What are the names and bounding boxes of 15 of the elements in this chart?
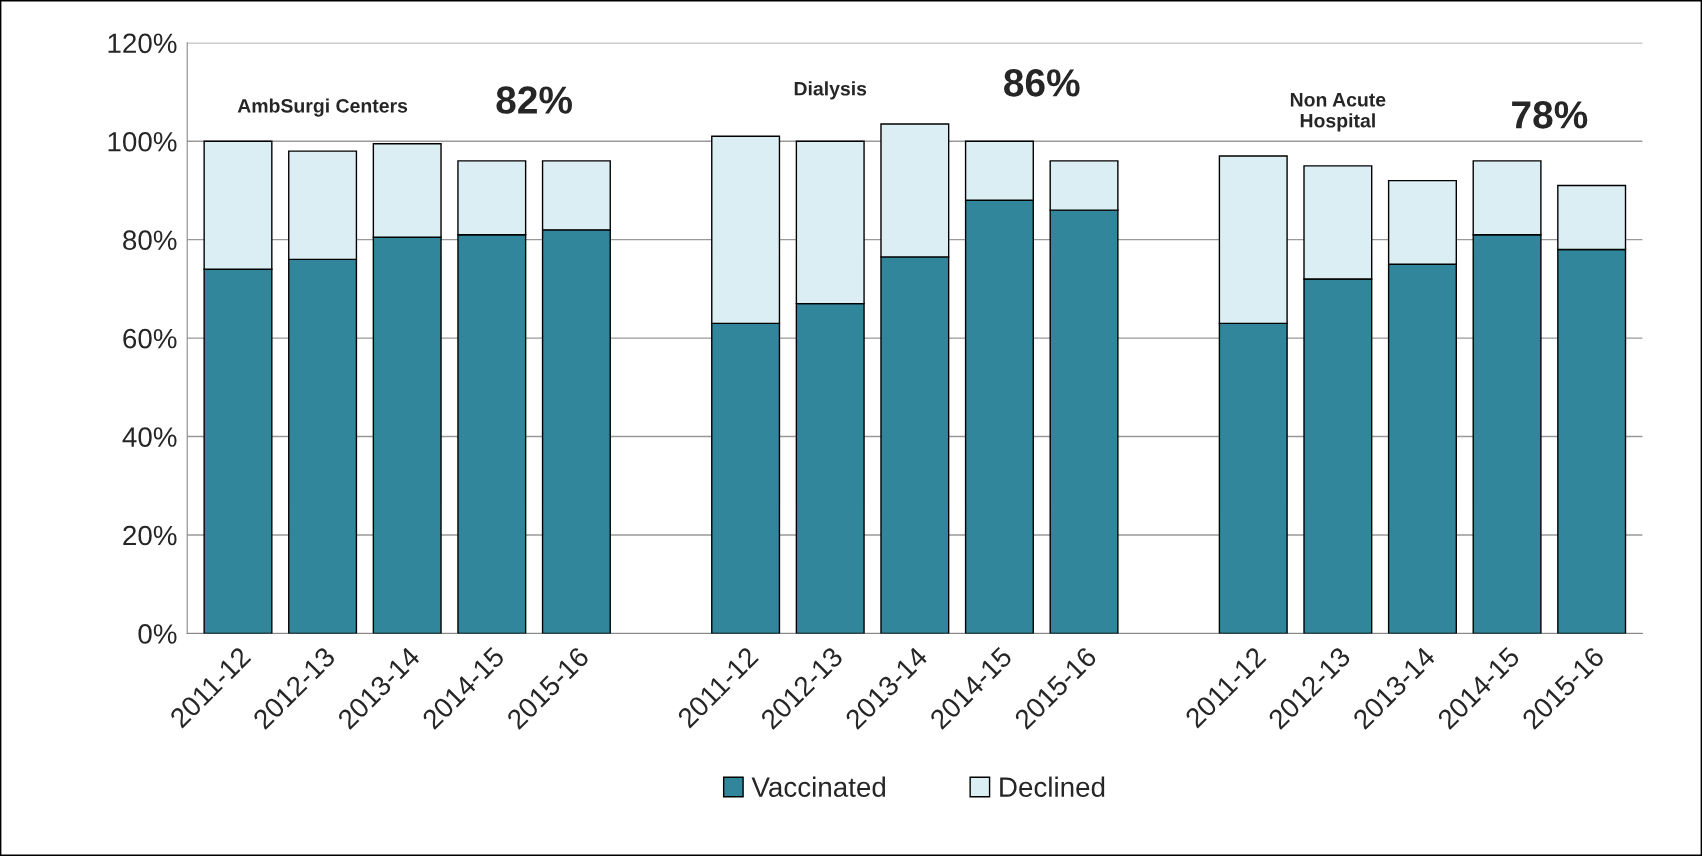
legend-label: Vaccinated xyxy=(751,776,886,797)
annotation: 78% xyxy=(1512,101,1588,129)
annotation: 82% xyxy=(496,86,572,114)
y-tick-label: 120% xyxy=(108,33,177,54)
annotation: AmbSurgi Centers xyxy=(237,98,408,117)
y-tick-label: 0% xyxy=(138,624,177,644)
y-tick-label: 100% xyxy=(108,131,177,152)
y-tick-label: 80% xyxy=(123,230,177,251)
y-tick-label: 40% xyxy=(122,427,177,447)
annotation: Non Acute Hospital xyxy=(1290,93,1386,132)
annotation: 86% xyxy=(1004,69,1080,97)
y-tick-label: 60% xyxy=(123,328,177,349)
y-tick-label: 20% xyxy=(123,525,177,546)
legend-label: Declined xyxy=(1000,776,1105,797)
annotation: Dialysis xyxy=(794,81,867,100)
